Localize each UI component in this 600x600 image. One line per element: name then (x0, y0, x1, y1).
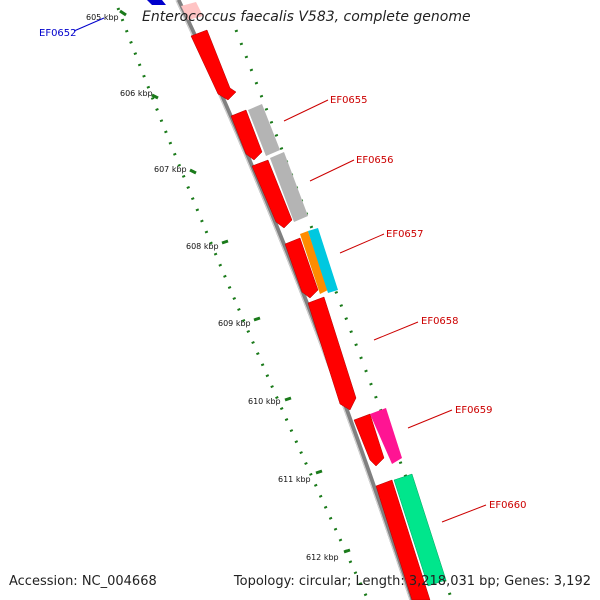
gene-feature-cds (375, 479, 431, 600)
accession-text: Accession: NC_004668 (9, 574, 157, 589)
gene-feature-mobile (393, 473, 447, 587)
kbp-label: 607 kbp (154, 165, 187, 174)
gene-feature-cds (251, 159, 293, 229)
gene-feature-faded (181, 2, 203, 20)
kbp-label: 609 kbp (218, 319, 251, 328)
genome-backbone (175, 0, 415, 600)
gene-feature-ef0652 (147, 0, 166, 5)
kbp-labels: 605 kbp 606 kbp 607 kbp 608 kbp 609 kbp … (86, 13, 339, 562)
gene-feature-cds (190, 29, 237, 101)
gene-feature-regulatory (370, 408, 402, 464)
kbp-label: 605 kbp (86, 13, 119, 22)
gene-feature-membrane (308, 228, 338, 293)
gene-label-ef0652[interactable]: EF0652 (39, 28, 77, 39)
gene-label-ef0655[interactable]: EF0655 (330, 95, 368, 106)
kbp-label: 608 kbp (186, 242, 219, 251)
gene-label-ef0656[interactable]: EF0656 (356, 155, 394, 166)
gene-feature-cds (284, 237, 319, 299)
map-title: Enterococcus faecalis V583, complete gen… (142, 9, 471, 25)
gene-label-ef0658[interactable]: EF0658 (421, 316, 459, 327)
topology-text: Topology: circular; Length: 3,218,031 bp… (233, 574, 591, 589)
gene-feature-hypothetical (248, 104, 280, 156)
gene-label-leaders (73, 17, 487, 523)
kbp-label: 611 kbp (278, 475, 311, 484)
kbp-label: 606 kbp (120, 89, 153, 98)
kbp-label: 612 kbp (306, 553, 339, 562)
gene-feature-cds (307, 296, 357, 411)
gene-feature-hypothetical (270, 152, 308, 222)
gene-feature-cds (230, 109, 263, 161)
kbp-tick-marks (119, 9, 351, 554)
gene-feature-transport (300, 231, 328, 294)
gene-feature-cds (353, 413, 385, 467)
genome-backbone-highlight (175, 0, 411, 600)
kbp-label: 610 kbp (248, 397, 281, 406)
gene-label-ef0657[interactable]: EF0657 (386, 229, 424, 240)
gene-label-ef0660[interactable]: EF0660 (489, 500, 527, 511)
gene-features (147, 0, 447, 600)
gene-label-ef0659[interactable]: EF0659 (455, 405, 493, 416)
gene-labels: EF0652 EF0655 EF0656 EF0657 EF0658 EF065… (39, 28, 527, 511)
